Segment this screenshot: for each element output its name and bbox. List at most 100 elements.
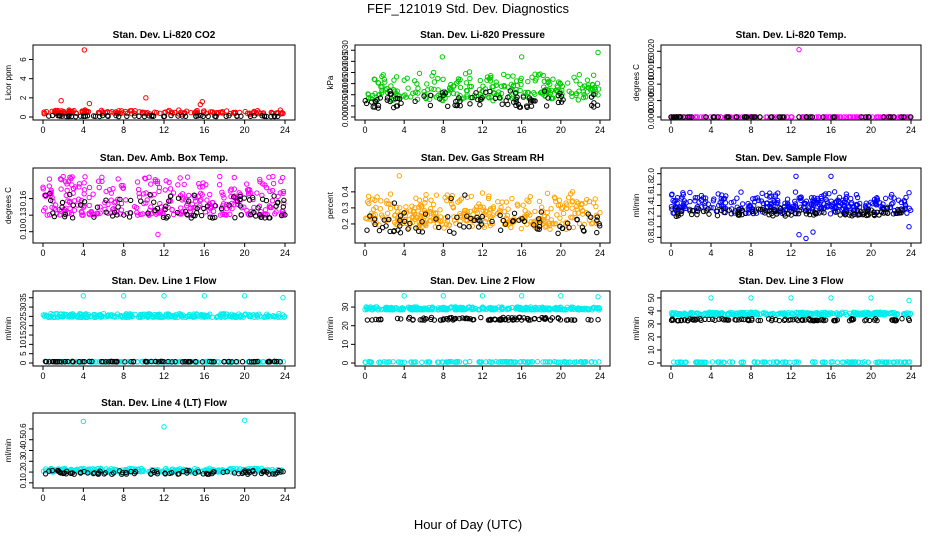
- data-point: [709, 316, 716, 322]
- data-point: [573, 78, 579, 84]
- data-point: [793, 316, 799, 322]
- data-point: [105, 201, 111, 208]
- data-point: [220, 201, 227, 207]
- data-point: [196, 181, 202, 187]
- data-point: [226, 113, 232, 119]
- x-tick-label: 12: [159, 125, 169, 135]
- data-point: [239, 358, 246, 365]
- data-point: [54, 311, 60, 317]
- data-point: [550, 76, 556, 82]
- data-point: [872, 316, 879, 322]
- data-point: [437, 317, 444, 323]
- data-point: [769, 114, 775, 120]
- data-point: [167, 193, 174, 200]
- data-point: [536, 198, 543, 205]
- data-point: [234, 201, 241, 207]
- data-point: [575, 200, 582, 206]
- data-point: [270, 471, 276, 477]
- data-point: [397, 230, 404, 236]
- data-point: [114, 212, 120, 218]
- data-point: [831, 317, 838, 324]
- data-point: [427, 206, 434, 212]
- data-point: [514, 201, 521, 207]
- data-point: [577, 81, 583, 88]
- data-point: [110, 185, 116, 192]
- data-point: [888, 194, 894, 200]
- data-point: [467, 316, 473, 322]
- data-point: [890, 200, 896, 206]
- data-point: [534, 358, 541, 365]
- data-point: [367, 213, 373, 219]
- x-tick-label: 4: [708, 125, 713, 135]
- data-point: [391, 228, 397, 234]
- x-tick-label: 24: [280, 125, 290, 135]
- data-point: [96, 184, 102, 191]
- data-point: [404, 75, 410, 81]
- data-point: [227, 211, 233, 218]
- data-point: [827, 211, 834, 217]
- data-point: [728, 211, 734, 217]
- data-point: [70, 312, 77, 319]
- data-point: [824, 198, 830, 204]
- data-point: [755, 197, 762, 204]
- x-axis-title: Hour of Day (UTC): [413, 517, 523, 532]
- x-tick-label: 8: [441, 125, 446, 135]
- data-point: [899, 316, 905, 322]
- data-point: [41, 110, 47, 117]
- data-point: [777, 205, 784, 212]
- data-point: [161, 424, 167, 430]
- data-point: [857, 200, 863, 207]
- data-point: [748, 295, 754, 301]
- y-tick-label: 6: [19, 57, 28, 62]
- data-point: [496, 209, 502, 216]
- data-point: [489, 359, 496, 365]
- data-point: [231, 194, 237, 200]
- data-point: [210, 358, 217, 365]
- data-point: [557, 317, 564, 323]
- data-point: [498, 90, 505, 97]
- x-tick-label: 24: [906, 371, 916, 381]
- data-point: [456, 315, 463, 322]
- data-point: [854, 194, 861, 201]
- x-tick-label: 24: [906, 248, 916, 258]
- data-point: [541, 88, 548, 94]
- data-point: [841, 199, 847, 205]
- data-point: [372, 221, 378, 228]
- data-point: [147, 191, 153, 198]
- x-tick-label: 8: [748, 125, 753, 135]
- data-point: [251, 113, 257, 119]
- data-point: [231, 174, 238, 181]
- data-point: [862, 317, 868, 324]
- data-point: [366, 94, 372, 101]
- data-point: [692, 194, 699, 201]
- data-point: [81, 187, 88, 193]
- data-point: [92, 113, 99, 120]
- data-point: [143, 95, 149, 101]
- data-point: [251, 314, 258, 320]
- data-point: [397, 223, 403, 229]
- data-point: [827, 310, 834, 316]
- data-point: [117, 196, 123, 203]
- data-point: [694, 194, 700, 201]
- data-point: [223, 201, 230, 208]
- data-point: [254, 190, 260, 196]
- data-point: [793, 359, 800, 365]
- data-point: [740, 359, 746, 366]
- data-point: [489, 218, 495, 225]
- page-title: FEF_121019 Std. Dev. Diagnostics: [366, 1, 570, 16]
- x-tick-label: 24: [595, 371, 605, 381]
- data-point: [879, 209, 885, 215]
- data-point: [261, 314, 268, 320]
- data-point: [379, 87, 385, 94]
- x-tick-label: 8: [121, 371, 126, 381]
- data-point: [477, 101, 483, 108]
- x-tick-label: 12: [786, 248, 796, 258]
- y-tick-label: 0.0010: [647, 71, 656, 96]
- data-point: [505, 317, 512, 323]
- data-point: [546, 221, 552, 227]
- data-point: [244, 110, 251, 117]
- data-point: [162, 206, 169, 213]
- data-point: [813, 114, 819, 120]
- x-tick-label: 0: [40, 248, 45, 258]
- data-point: [419, 359, 425, 365]
